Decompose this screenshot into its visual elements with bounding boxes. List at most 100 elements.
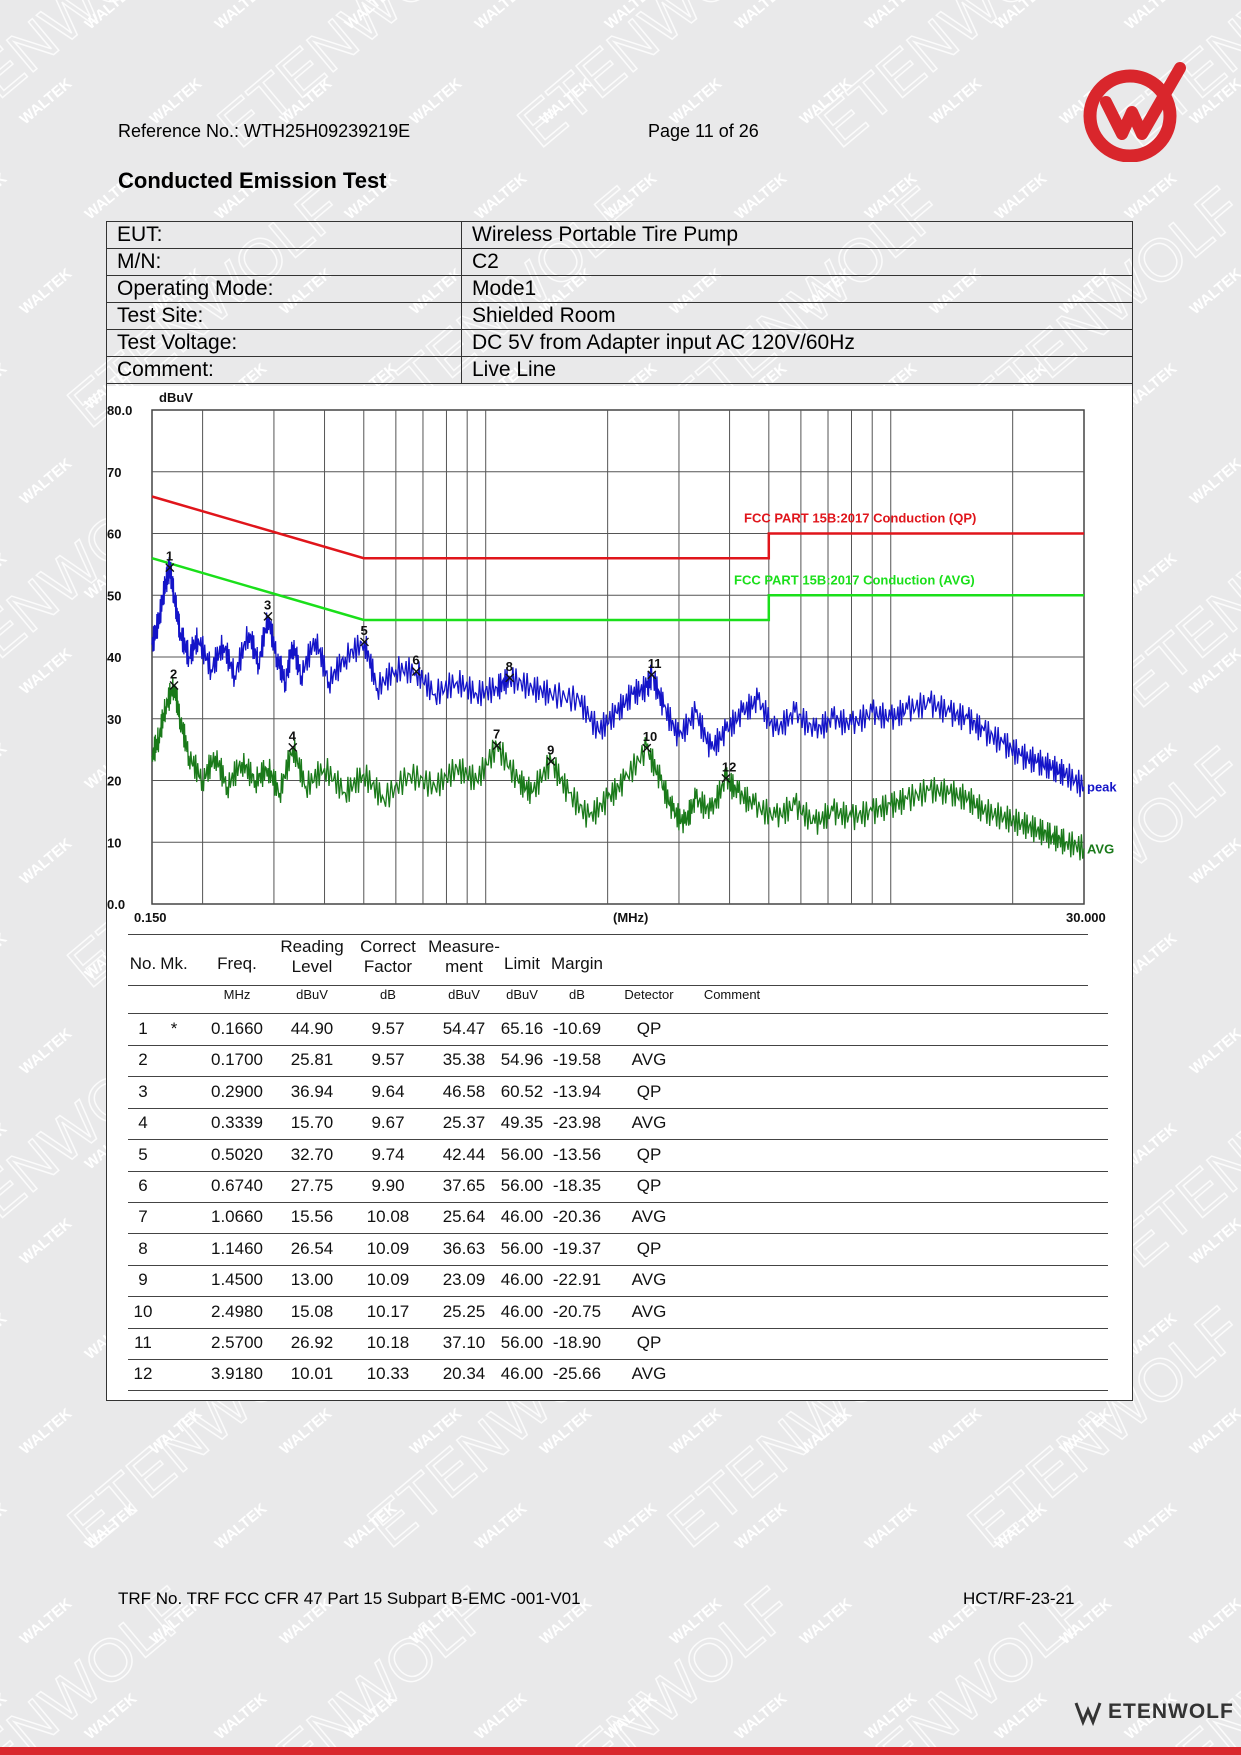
info-label: EUT: [106, 221, 462, 249]
table-cell: 65.16 [500, 1019, 544, 1038]
table-cell: 0.1660 [211, 1019, 263, 1038]
table-row [128, 1014, 1108, 1046]
footer-code: HCT/RF-23-21 [963, 1589, 1075, 1608]
test-info-table: EUT: Wireless Portable Tire Pump M/N: C2 Ope… [106, 221, 1133, 384]
watermark-text: WALTEK [1187, 75, 1241, 128]
table-cell: -22.91 [552, 1270, 602, 1290]
series-label: peak [1087, 780, 1117, 795]
info-value: Mode1 [461, 275, 1133, 303]
x-tick-label: 0.150 [134, 910, 167, 925]
table-cell: 9.64 [371, 1081, 405, 1101]
table-cell: 6 [138, 1176, 148, 1195]
marker-label: 5 [360, 623, 367, 638]
table-cell: -20.36 [552, 1207, 602, 1227]
y-tick-label: 10 [107, 835, 121, 850]
table-cell: -20.75 [552, 1301, 602, 1321]
table-cell: AVG [631, 1270, 667, 1290]
table-cell: QP [636, 1144, 662, 1164]
watermark-text: WALTEK [862, 1690, 921, 1743]
watermark-text: WALTEK [147, 1405, 206, 1458]
table-cell: 9.90 [371, 1176, 405, 1195]
marker-cross [411, 667, 421, 677]
watermark-text: WALTEK [992, 170, 1051, 223]
table-cell: AVG [631, 1113, 667, 1133]
watermark-text: WALTEK [1187, 1215, 1241, 1268]
y-axis-label: dBuV [159, 390, 193, 405]
watermark-text: WALTEK [602, 1690, 661, 1743]
table-cell: 10.09 [366, 1238, 410, 1258]
watermark-text: WALTEK [1057, 1405, 1116, 1458]
marker-label: 11 [648, 656, 662, 671]
table-cell: 37.65 [442, 1176, 486, 1195]
y-tick-label: 40 [107, 650, 121, 665]
watermark-text: WALTEK [862, 0, 921, 33]
table-cell: 56.00 [500, 1333, 544, 1352]
table-cell: 37.10 [442, 1333, 486, 1352]
info-row: EUT: Wireless Portable Tire Pump [106, 221, 1133, 249]
table-cell: 10.17 [366, 1301, 410, 1321]
series-line [151, 557, 1085, 798]
emission-chart-svg: 80.0 70 60 50 40 30 20 10 0.0 dBuV 0.150 30.000 (MHz… [107, 390, 1117, 925]
marker-cross [169, 681, 179, 691]
column-unit: dBuV [448, 987, 480, 1002]
column-unit: dB [569, 987, 585, 1002]
watermark-text: WALTEK [797, 75, 856, 128]
series-label: AVG [1087, 841, 1114, 856]
column-header: ment [445, 957, 483, 976]
watermark-text: WALTEK [0, 740, 10, 793]
watermark-text: WALTEK [927, 1405, 986, 1458]
table-row [128, 1297, 1108, 1329]
info-label: Comment: [106, 356, 462, 384]
column-header: Freq. [217, 954, 257, 973]
table-cell: 0.5020 [211, 1144, 263, 1164]
info-label: M/N: [106, 248, 462, 276]
table-cell: -13.94 [552, 1081, 602, 1101]
table-cell: 20.34 [442, 1364, 486, 1384]
column-header: Reading [280, 937, 344, 956]
table-cell: 46.58 [442, 1081, 486, 1101]
marker-label: 7 [493, 727, 500, 742]
column-unit: dBuV [506, 987, 538, 1002]
watermark-text: WALTEK [1187, 265, 1241, 318]
table-cell: 1 [138, 1019, 148, 1038]
watermark-text: WALTEK [1187, 835, 1241, 888]
marker-label: 9 [547, 742, 554, 757]
table-cell: 0.2900 [211, 1081, 263, 1101]
table-row [128, 1359, 1108, 1392]
table-cell: 46.00 [500, 1301, 544, 1321]
watermark-text: WALTEK [797, 1405, 856, 1458]
table-cell: 56.00 [500, 1144, 544, 1164]
watermark-text: WALTEK [17, 455, 76, 508]
marker-cross [505, 673, 515, 683]
series-line [151, 677, 1085, 861]
watermark-text: WALTEK [17, 835, 76, 888]
table-cell: 10.33 [366, 1364, 410, 1384]
table-row [128, 1077, 1108, 1109]
table-cell: 1.1460 [211, 1238, 263, 1258]
x-axis-label: (MHz) [613, 910, 648, 925]
table-cell: 1.4500 [211, 1270, 263, 1290]
table-row [128, 1202, 1108, 1235]
table-cell: QP [636, 1333, 662, 1352]
limit-line [151, 495, 1084, 560]
page-number: Page 11 of 26 [648, 121, 759, 141]
table-cell: 10.01 [290, 1364, 334, 1384]
column-header: Limit [504, 954, 540, 973]
table-cell: * [170, 1019, 178, 1038]
limit-label: FCC PART 15B:2017 Conduction (AVG) [734, 572, 975, 587]
marker-label: 2 [170, 667, 177, 682]
table-cell: 10.08 [366, 1207, 410, 1227]
table-cell: -10.69 [552, 1019, 602, 1038]
table-cell: 9.57 [371, 1050, 405, 1070]
watermark-text: WALTEK [342, 1690, 401, 1743]
watermark-text: WALTEK [0, 360, 10, 413]
watermark-text: WALTEK [472, 0, 531, 33]
watermark-text: WALTEK [0, 1690, 10, 1743]
table-cell: 7 [138, 1207, 148, 1227]
column-unit: Detector [624, 987, 674, 1002]
marker-label: 6 [412, 653, 419, 668]
watermark-text: WALTEK [407, 75, 466, 128]
marker-label: 10 [643, 729, 657, 744]
column-unit: Comment [703, 987, 761, 1002]
watermark-text: WALTEK [407, 1405, 466, 1458]
